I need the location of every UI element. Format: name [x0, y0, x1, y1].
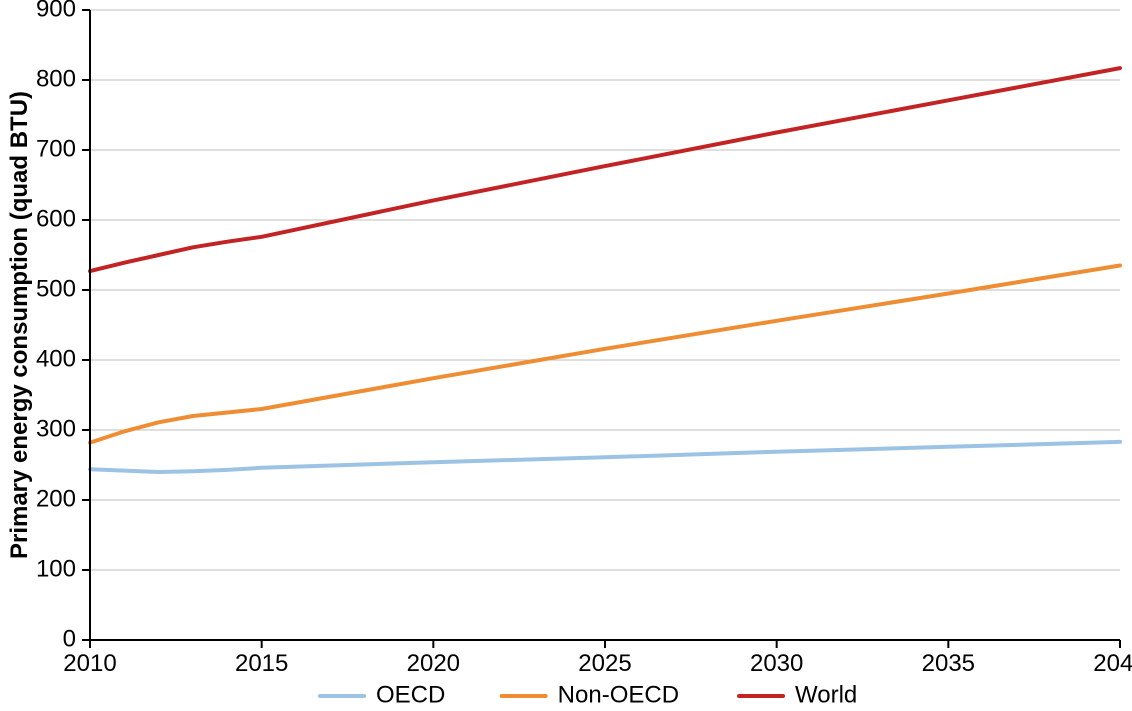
x-tick-label: 2035 [922, 650, 975, 677]
y-tick-label: 400 [36, 345, 76, 372]
y-tick-label: 300 [36, 415, 76, 442]
x-tick-label: 2040 [1093, 650, 1132, 677]
energy-chart: Primary energy consumption (quad BTU) 0 1… [0, 0, 1132, 711]
legend-label-non-oecd: Non-OECD [558, 681, 679, 708]
x-tick-label: 2025 [578, 650, 631, 677]
y-tick-label: 0 [63, 625, 76, 652]
y-tick-label: 800 [36, 65, 76, 92]
legend-label-world: World [795, 681, 857, 708]
chart-svg: 0 100 200 300 400 500 600 700 800 900 2010 2015 2020… [0, 0, 1132, 711]
x-tick-label: 2020 [407, 650, 460, 677]
y-tick-label: 700 [36, 135, 76, 162]
x-tick-label: 2015 [235, 650, 288, 677]
legend-label-oecd: OECD [376, 681, 445, 708]
y-axis-label: Primary energy consumption (quad BTU) [6, 91, 34, 559]
y-tick-label: 600 [36, 205, 76, 232]
y-tick-label: 500 [36, 275, 76, 302]
x-tick-label: 2030 [750, 650, 803, 677]
y-tick-label: 900 [36, 0, 76, 22]
x-tick-label: 2010 [63, 650, 116, 677]
y-tick-label: 200 [36, 485, 76, 512]
y-tick-label: 100 [36, 555, 76, 582]
